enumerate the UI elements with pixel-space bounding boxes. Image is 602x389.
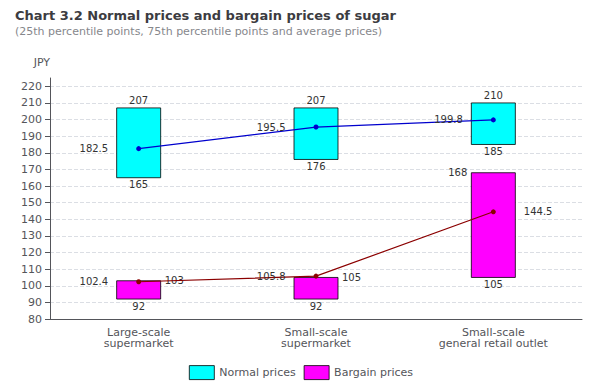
svg-text:105: 105	[484, 279, 503, 290]
svg-text:supermarket: supermarket	[104, 337, 175, 350]
svg-text:180: 180	[21, 146, 42, 159]
svg-text:102.4: 102.4	[80, 276, 109, 287]
svg-text:Large-scale: Large-scale	[107, 326, 171, 339]
svg-text:220: 220	[21, 80, 42, 93]
svg-text:120: 120	[21, 246, 42, 259]
svg-text:100: 100	[21, 279, 42, 292]
svg-text:supermarket: supermarket	[281, 337, 352, 350]
svg-text:105.8: 105.8	[257, 271, 286, 282]
svg-text:210: 210	[21, 96, 42, 109]
svg-text:150: 150	[21, 196, 42, 209]
svg-text:210: 210	[484, 90, 503, 101]
svg-text:199.8: 199.8	[434, 114, 463, 125]
svg-text:90: 90	[28, 296, 42, 309]
svg-text:103: 103	[164, 275, 184, 287]
svg-text:182.5: 182.5	[80, 143, 109, 154]
svg-text:92: 92	[310, 301, 323, 312]
svg-text:160: 160	[21, 180, 42, 193]
svg-text:200: 200	[21, 113, 42, 126]
svg-text:Normal prices: Normal prices	[219, 366, 296, 379]
svg-text:176: 176	[306, 161, 325, 172]
svg-text:(25th percentile points, 75th: (25th percentile points, 75th percentile…	[15, 25, 382, 38]
svg-text:168: 168	[448, 167, 467, 178]
svg-text:185: 185	[484, 146, 503, 157]
svg-text:140: 140	[21, 213, 42, 226]
svg-text:195.5: 195.5	[257, 122, 286, 133]
svg-text:190: 190	[21, 130, 42, 143]
svg-text:207: 207	[306, 95, 325, 106]
svg-text:105: 105	[342, 272, 361, 283]
svg-text:110: 110	[21, 263, 42, 276]
svg-text:Bargain prices: Bargain prices	[334, 366, 413, 379]
svg-text:Small-scale: Small-scale	[461, 326, 525, 339]
svg-text:Small-scale: Small-scale	[284, 326, 348, 339]
svg-text:207: 207	[129, 95, 148, 106]
svg-text:170: 170	[21, 163, 42, 176]
svg-text:130: 130	[21, 229, 42, 242]
svg-text:Chart 3.2 Normal prices and ba: Chart 3.2 Normal prices and bargain pric…	[15, 8, 397, 23]
svg-text:144.5: 144.5	[524, 206, 553, 217]
svg-text:92: 92	[132, 301, 145, 312]
svg-text:JPY: JPY	[33, 56, 51, 69]
svg-text:80: 80	[28, 313, 42, 326]
svg-text:165: 165	[129, 179, 148, 190]
svg-text:general retail outlet: general retail outlet	[439, 337, 549, 350]
